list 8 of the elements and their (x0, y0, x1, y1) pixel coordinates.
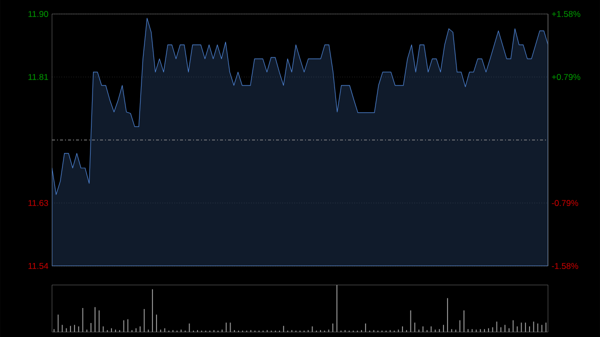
y2-tick-label: -1.58% (552, 262, 578, 269)
y2-tick-label: +1.58% (552, 10, 580, 17)
y-tick-label: 11.81 (28, 74, 48, 80)
y2-tick-label: -0.79% (552, 200, 578, 206)
y-tick-label: 11.54 (28, 263, 48, 269)
y2-tick-label: +0.79% (552, 74, 580, 80)
y-tick-label: 11.63 (28, 200, 48, 206)
y-tick-label: 11.90 (28, 10, 48, 17)
